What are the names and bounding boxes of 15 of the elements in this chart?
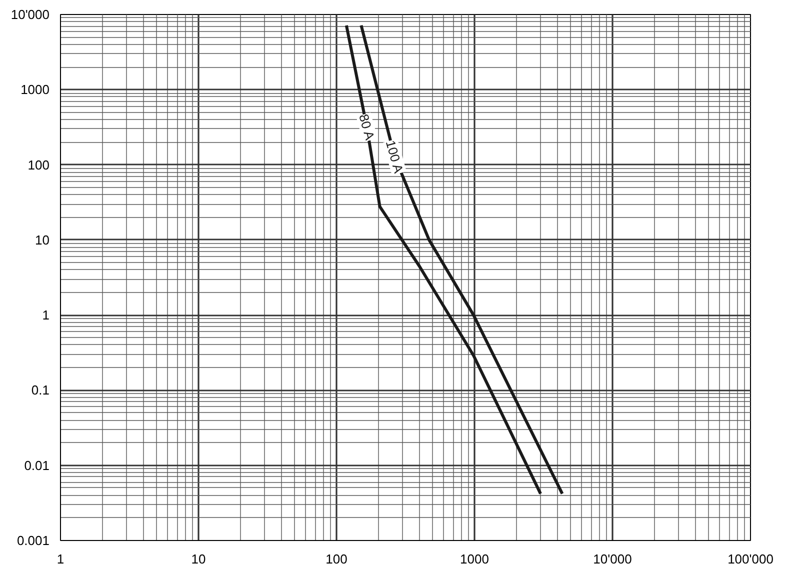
y-tick-label: 10 bbox=[35, 232, 50, 248]
y-tick-label: 100 bbox=[28, 157, 50, 172]
y-tick-label: 1 bbox=[42, 308, 50, 323]
y-tick-label: 0.001 bbox=[16, 533, 50, 548]
y-tick-label: 10'000 bbox=[10, 7, 50, 22]
x-tick-label: 100'000 bbox=[728, 552, 774, 566]
y-tick-label: 0.1 bbox=[31, 382, 50, 398]
x-tick-label: 1 bbox=[56, 552, 64, 566]
series-label: 80 A bbox=[356, 112, 378, 142]
x-tick-label: 10 bbox=[191, 552, 206, 566]
y-tick-label: 1000 bbox=[20, 82, 50, 98]
x-tick-label: 100 bbox=[326, 552, 348, 566]
x-tick-label: 1000 bbox=[460, 552, 489, 566]
y-tick-label: 0.01 bbox=[24, 458, 50, 473]
x-tick-label: 10'000 bbox=[593, 552, 632, 566]
